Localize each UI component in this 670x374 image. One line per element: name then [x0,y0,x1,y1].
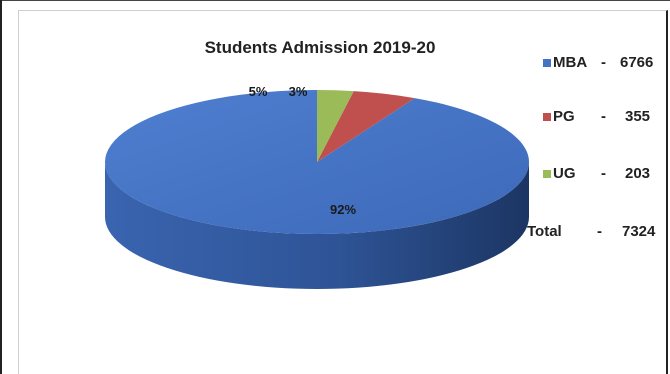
legend-label-total: Total [527,223,562,240]
pie-slice-pg [317,91,415,162]
pie-side-mba [105,162,529,289]
legend-swatch-pg [543,112,551,121]
legend-value-mba: 6766 [620,54,654,71]
legend-dash-ug: - [601,165,606,182]
legend-item-total: Total - 7324 [527,223,657,240]
slice-label-ug: 3% [289,84,308,99]
legend-value-pg: 355 [625,108,651,125]
frame-left-border [0,0,2,374]
legend-label-mba: MBA [553,54,588,71]
legend-item-mba: MBA - 6766 [543,54,653,71]
legend-item-ug: UG - 203 [543,165,653,182]
legend-dash-total: - [597,223,602,240]
slice-label-mba: 92% [330,202,356,217]
legend-swatch-ug [543,169,551,178]
legend-dash-mba: - [601,54,606,71]
pie-side-layer [105,162,529,289]
legend-label-pg: PG [553,108,575,125]
legend-item-pg: PG - 355 [543,108,653,125]
pie-top-layer [104,90,530,234]
legend-label-ug: UG [553,165,576,182]
slice-label-pg: 5% [249,84,268,99]
chart-title: Students Admission 2019-20 [205,38,436,57]
frame-top-border [0,0,670,1]
legend-dash-pg: - [601,108,606,125]
legend-swatch-mba [543,58,551,67]
legend-value-ug: 203 [625,165,651,182]
legend-value-total: 7324 [622,223,656,240]
pie-slice-ug [317,90,354,162]
